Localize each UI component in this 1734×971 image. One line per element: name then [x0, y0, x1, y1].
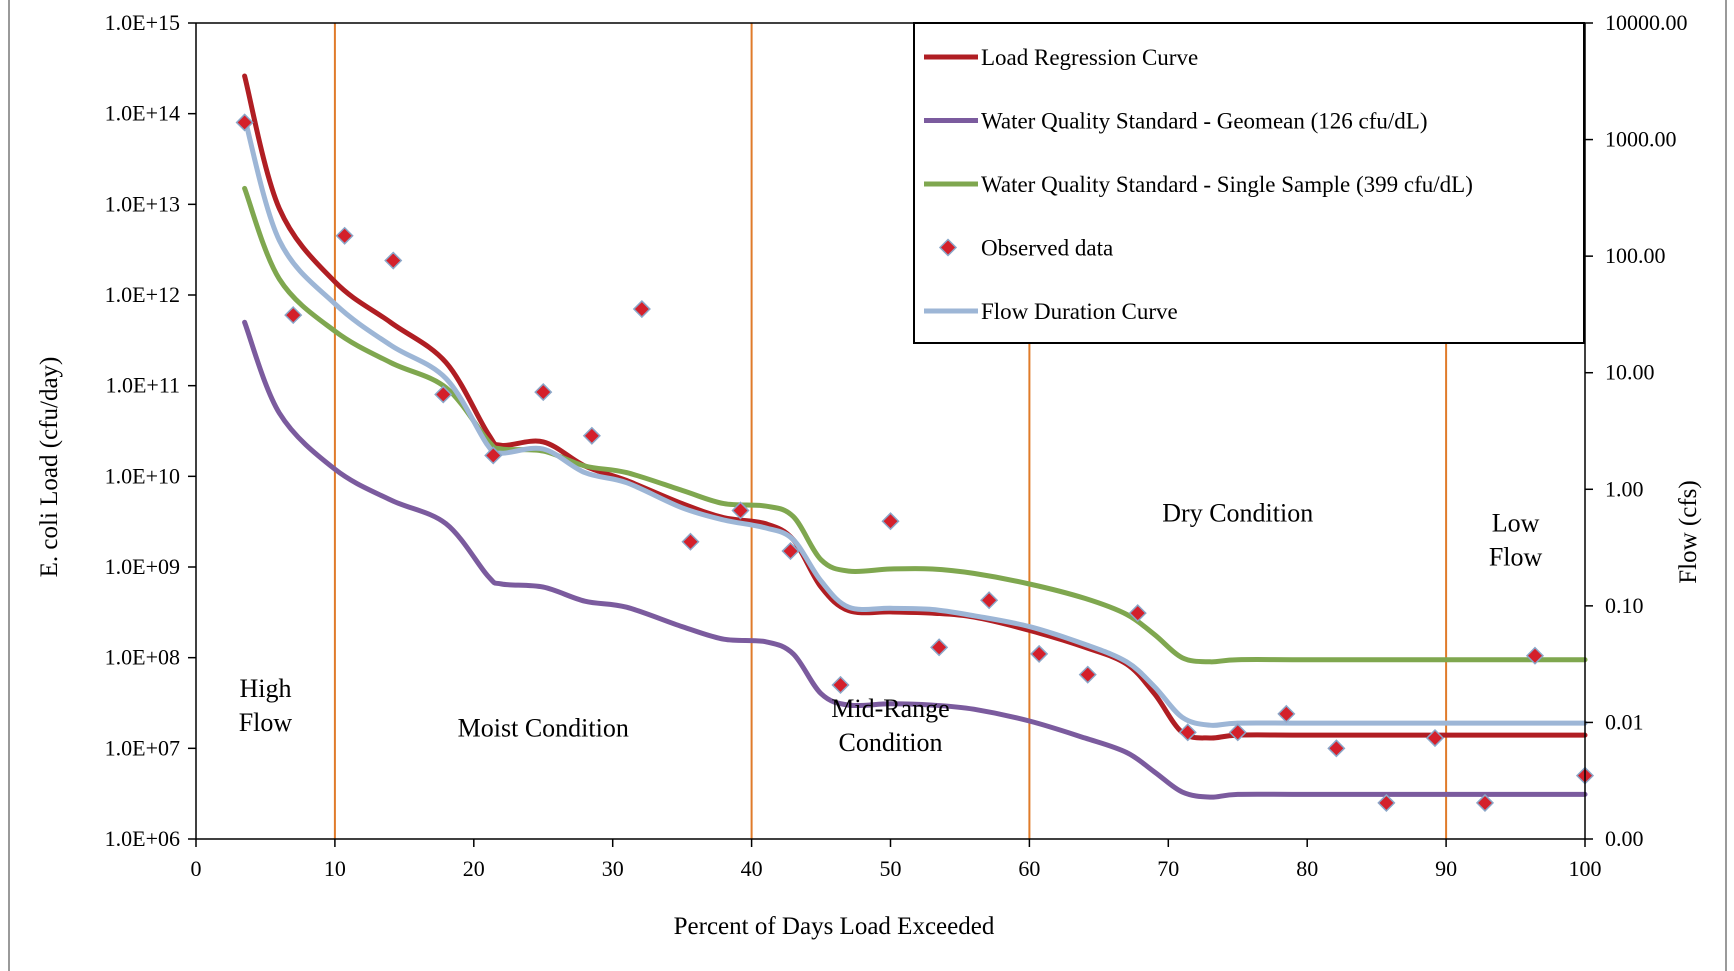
x-tick-label: 20 — [463, 856, 485, 881]
legend-swatch — [938, 238, 958, 257]
x-tick-label: 70 — [1157, 856, 1179, 881]
zone-label: Low — [1492, 509, 1540, 538]
zone-label: Mid-Range — [831, 694, 949, 723]
y-tick-label: 1.0E+10 — [105, 463, 180, 488]
x-tick-label: 0 — [191, 856, 202, 881]
legend: Load Regression Curve Water Quality Stand… — [913, 22, 1585, 344]
y-axis-title: E. coli Load (cfu/day) — [36, 357, 63, 578]
observed-point — [781, 541, 800, 561]
observed-point — [980, 591, 999, 610]
observed-point — [831, 675, 850, 695]
y-tick-label: 1.0E+14 — [105, 101, 180, 126]
zone-label: Flow — [239, 708, 293, 737]
y-tick-label: 1.0E+13 — [105, 191, 180, 216]
y2-axis-ticks: 0.00 0.01 0.10 1.00 10.00 100.00 1000.00 10000.… — [1585, 10, 1688, 851]
x-tick-label: 40 — [741, 856, 763, 881]
legend-label: Water Quality Standard - Single Sample (… — [981, 172, 1473, 197]
legend-box — [913, 22, 1585, 344]
y2-tick-label: 0.10 — [1605, 593, 1644, 618]
observed-point — [731, 501, 750, 520]
y2-tick-label: 0.01 — [1605, 709, 1644, 734]
y-tick-label: 1.0E+08 — [105, 645, 180, 670]
x-axis-title: Percent of Days Load Exceeded — [674, 913, 995, 940]
zone-label: Condition — [838, 728, 942, 757]
y-axis-ticks: 1.0E+06 1.0E+07 1.0E+08 1.0E+09 1.0E+10 1.0E+… — [105, 10, 196, 851]
observed-point — [335, 226, 354, 245]
series-line-1 — [242, 319, 1588, 800]
x-tick-label: 10 — [324, 856, 346, 881]
zone-label: Flow — [1489, 543, 1543, 572]
observed-point — [534, 383, 553, 402]
y2-tick-label: 10.00 — [1605, 360, 1655, 385]
observed-point — [1178, 723, 1197, 742]
x-tick-label: 80 — [1296, 856, 1318, 881]
y-tick-label: 1.0E+12 — [105, 282, 180, 307]
series-lines — [242, 73, 1588, 800]
zone-label: High — [239, 674, 291, 703]
x-tick-label: 30 — [602, 856, 624, 881]
observed-point — [1327, 739, 1346, 758]
observed-point — [235, 113, 254, 132]
observed-point — [384, 251, 403, 270]
series-line-3 — [242, 115, 1588, 728]
legend-label: Observed data — [981, 236, 1113, 261]
observed-point — [632, 299, 651, 319]
y2-axis-title: Flow (cfs) — [1675, 480, 1702, 583]
observed-point — [1078, 665, 1097, 684]
observed-point — [1030, 644, 1049, 663]
observed-point — [881, 512, 900, 531]
zone-label: Dry Condition — [1162, 498, 1313, 527]
y-tick-label: 1.0E+07 — [105, 735, 180, 760]
observed-point — [1525, 646, 1545, 665]
observed-point — [1277, 704, 1296, 723]
observed-point — [681, 532, 700, 551]
y2-tick-label: 0.00 — [1605, 826, 1644, 851]
observed-point — [1128, 604, 1147, 623]
observed-point — [582, 426, 601, 445]
x-tick-label: 60 — [1018, 856, 1040, 881]
y-tick-label: 1.0E+09 — [105, 554, 180, 579]
observed-point — [284, 306, 303, 325]
observed-markers — [235, 113, 1595, 812]
observed-point — [1475, 793, 1495, 812]
zone-label: Moist Condition — [458, 713, 629, 742]
y-tick-label: 1.0E+15 — [105, 10, 180, 35]
y2-tick-label: 100.00 — [1605, 243, 1666, 268]
observed-point — [1377, 793, 1396, 812]
x-axis-ticks: 0 10 20 30 40 50 60 70 80 90 100 — [191, 839, 1602, 881]
observed-point — [434, 385, 453, 404]
legend-label: Load Regression Curve — [981, 45, 1198, 70]
y-tick-label: 1.0E+11 — [105, 373, 180, 398]
y2-tick-label: 1000.00 — [1605, 127, 1677, 152]
x-tick-label: 90 — [1435, 856, 1457, 881]
zone-boundary-lines — [333, 23, 1448, 839]
y-tick-label: 1.0E+06 — [105, 826, 180, 851]
observed-point — [484, 446, 503, 465]
observed-point — [930, 638, 949, 657]
zone-labels: High Flow Moist Condition Mid-Range Conditio… — [239, 498, 1543, 757]
x-tick-label: 100 — [1569, 856, 1602, 881]
legend-label: Water Quality Standard - Geomean (126 cf… — [981, 109, 1428, 134]
y2-tick-label: 1.00 — [1605, 476, 1644, 501]
observed-point — [1228, 723, 1247, 742]
observed-point — [1425, 728, 1445, 748]
y2-tick-label: 10000.00 — [1605, 10, 1688, 35]
legend-label: Flow Duration Curve — [981, 299, 1178, 324]
x-tick-label: 50 — [880, 856, 902, 881]
series-line-0 — [242, 73, 1588, 741]
